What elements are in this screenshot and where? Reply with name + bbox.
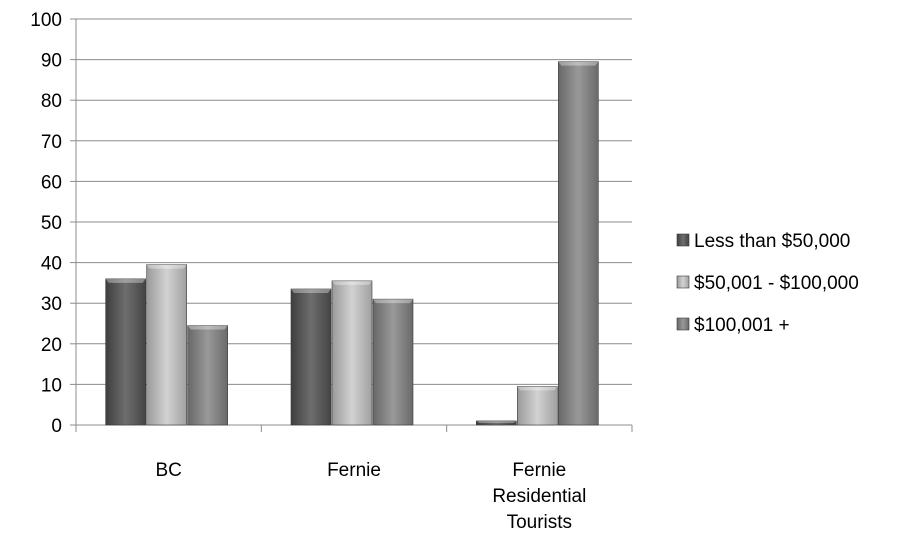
y-tick-label: 0 — [51, 416, 62, 437]
legend-label: $50,001 - $100,000 — [694, 273, 859, 294]
bar-body — [558, 61, 599, 426]
bar — [372, 298, 414, 426]
bar-body — [476, 420, 517, 426]
y-tick-label: 90 — [41, 51, 62, 72]
bar-body — [517, 386, 558, 426]
x-category-label: Fernie Residential Tourists — [492, 460, 586, 533]
y-tick-label: 80 — [41, 91, 62, 112]
y-tick-label: 40 — [41, 254, 62, 275]
y-tick-label: 60 — [41, 172, 62, 193]
legend-entry: $100,001 + — [676, 315, 790, 336]
legend-label: $100,001 + — [694, 315, 790, 336]
bar-highlight — [558, 61, 599, 66]
bar — [187, 325, 228, 426]
y-tick-label: 20 — [41, 335, 62, 356]
y-tick-label: 10 — [41, 375, 62, 396]
legend-entry: $50,001 - $100,000 — [676, 273, 859, 294]
y-tick-label: 100 — [30, 10, 62, 31]
x-category-label: BC — [155, 460, 181, 481]
bar-highlight — [146, 264, 187, 269]
legend: Less than $50,000 $50,001 - $100,000 $100,… — [676, 231, 859, 336]
bar — [476, 420, 517, 426]
bar — [146, 264, 187, 426]
bar-highlight — [332, 280, 372, 285]
legend-entry: Less than $50,000 — [676, 231, 850, 252]
y-axis-ticks: 0 10 20 30 40 50 60 70 80 90 100 — [30, 10, 76, 437]
legend-swatch — [676, 317, 690, 331]
bar-body — [372, 298, 414, 426]
bar-highlight — [105, 278, 146, 283]
bar-highlight — [476, 420, 517, 423]
bar — [517, 386, 558, 426]
bar — [331, 280, 373, 426]
bar-body — [105, 278, 146, 426]
legend-swatch — [676, 233, 690, 247]
bar-body — [146, 264, 187, 426]
y-tick-label: 70 — [41, 132, 62, 153]
bar-highlight — [373, 299, 413, 304]
bar-body — [331, 280, 373, 426]
y-tick-label: 30 — [41, 294, 62, 315]
x-category-label: Fernie — [327, 460, 381, 481]
bar — [105, 278, 146, 426]
y-tick-label: 50 — [41, 213, 62, 234]
bar-body — [290, 288, 332, 426]
bar-highlight — [517, 386, 558, 391]
legend-label: Less than $50,000 — [694, 231, 850, 252]
bar — [558, 61, 599, 426]
bars — [105, 61, 599, 426]
bar-highlight — [291, 288, 331, 293]
legend-swatch — [676, 275, 690, 289]
x-axis-categories: BC Fernie Fernie Residential Tourists — [155, 460, 586, 533]
bar-highlight — [187, 325, 228, 330]
bar-body — [187, 325, 228, 426]
bar — [290, 288, 332, 426]
